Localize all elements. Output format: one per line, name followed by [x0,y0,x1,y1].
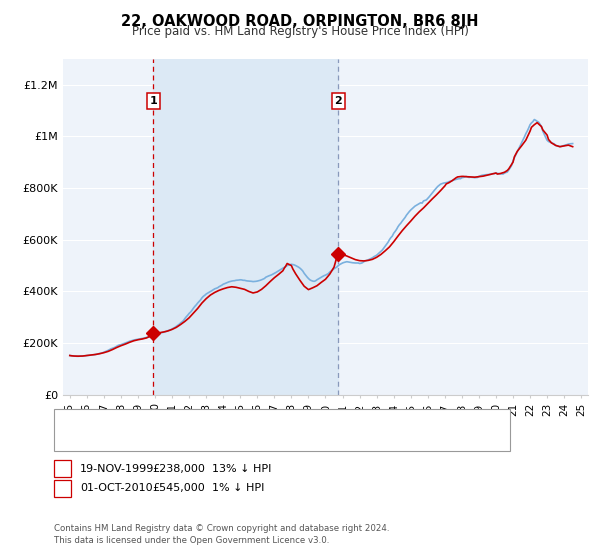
Text: 22, OAKWOOD ROAD, ORPINGTON, BR6 8JH: 22, OAKWOOD ROAD, ORPINGTON, BR6 8JH [121,14,479,29]
Text: 1: 1 [149,96,157,106]
Text: 1% ↓ HPI: 1% ↓ HPI [212,483,264,493]
Text: £545,000: £545,000 [152,483,205,493]
Text: 2: 2 [334,96,342,106]
Text: 01-OCT-2010: 01-OCT-2010 [80,483,152,493]
Text: 22, OAKWOOD ROAD, ORPINGTON, BR6 8JH (detached house): 22, OAKWOOD ROAD, ORPINGTON, BR6 8JH (de… [92,416,413,426]
Text: 19-NOV-1999: 19-NOV-1999 [80,464,154,474]
Text: Contains HM Land Registry data © Crown copyright and database right 2024.
This d: Contains HM Land Registry data © Crown c… [54,524,389,545]
Bar [154,59,338,395]
Text: HPI: Average price, detached house, Bromley: HPI: Average price, detached house, Brom… [92,434,328,444]
Text: £238,000: £238,000 [152,464,205,474]
Text: 1: 1 [59,464,66,474]
Text: Price paid vs. HM Land Registry's House Price Index (HPI): Price paid vs. HM Land Registry's House … [131,25,469,38]
Text: 13% ↓ HPI: 13% ↓ HPI [212,464,271,474]
Text: 2: 2 [59,483,66,493]
